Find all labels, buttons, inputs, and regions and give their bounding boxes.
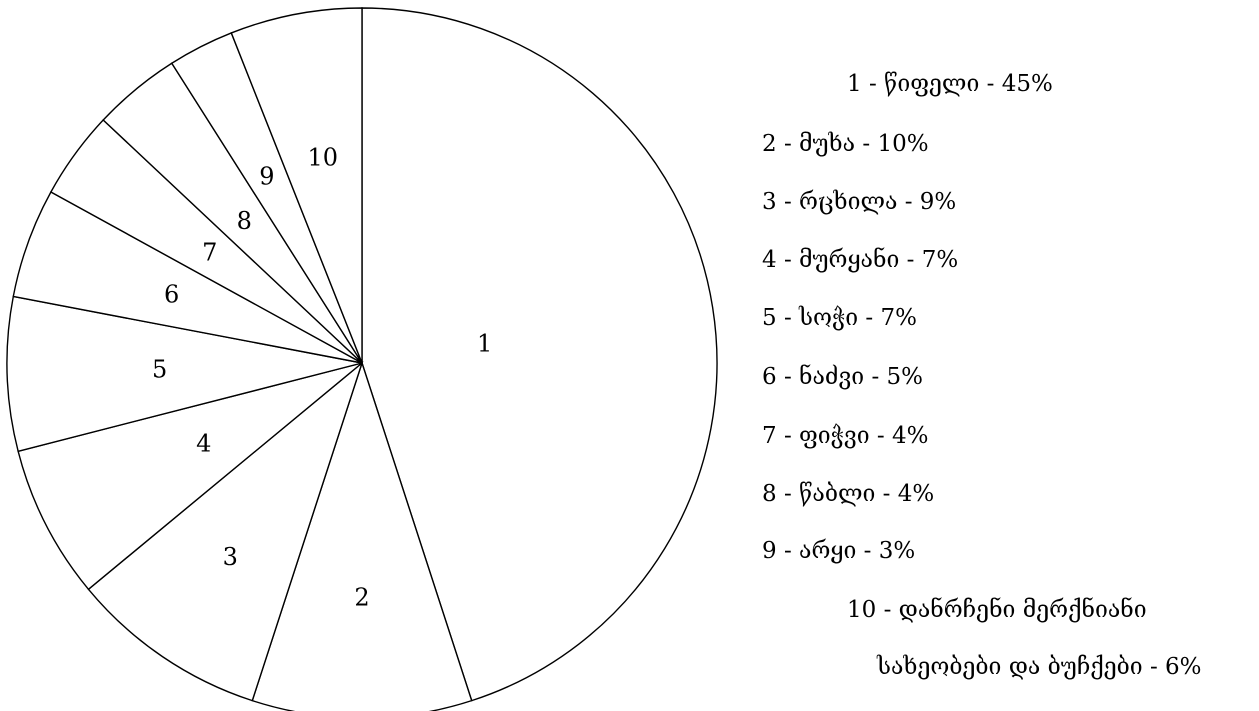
slice-label-7: 7: [202, 238, 217, 266]
slice-label-6: 6: [164, 281, 179, 309]
slice-label-5: 5: [152, 355, 167, 383]
pie-slice-10: [230, 7, 363, 364]
legend-entry-3: 3 - რცხილა - 9%: [762, 189, 957, 215]
legend-entry-10: 10 - დანრჩენი მერქნიანი: [847, 597, 1147, 623]
pie-slice-4: [17, 362, 363, 591]
slice-label-10: 10: [308, 143, 339, 171]
pie-slice-1: [361, 7, 718, 702]
legend-entry-7: 7 - ფიჭვი - 4%: [762, 423, 929, 449]
slice-label-3: 3: [223, 543, 238, 571]
slice-label-2: 2: [354, 583, 369, 611]
legend-entry-8: 8 - წაბლი - 4%: [762, 481, 935, 507]
pie-slice-2: [251, 360, 473, 711]
legend-entry-4: 4 - მურყანი - 7%: [762, 247, 959, 273]
slice-label-8: 8: [237, 207, 252, 235]
pie-slice-5: [6, 295, 363, 453]
legend-entry-6: 6 - ნაძვი - 5%: [762, 364, 924, 390]
slice-label-1: 1: [477, 330, 492, 358]
legend-entry-10-continued: სახეობები და ბუჩქები - 6%: [877, 654, 1202, 680]
legend-entry-5: 5 - სოჭი - 7%: [762, 305, 917, 331]
slice-label-9: 9: [259, 162, 274, 190]
legend-entry-9: 9 - არყი - 3%: [762, 538, 916, 564]
slice-label-4: 4: [196, 430, 211, 458]
legend-entry-1: 1 - წიფელი - 45%: [847, 71, 1053, 97]
pie-slice-3: [87, 360, 364, 702]
legend-entry-2: 2 - მუხა - 10%: [762, 131, 929, 157]
